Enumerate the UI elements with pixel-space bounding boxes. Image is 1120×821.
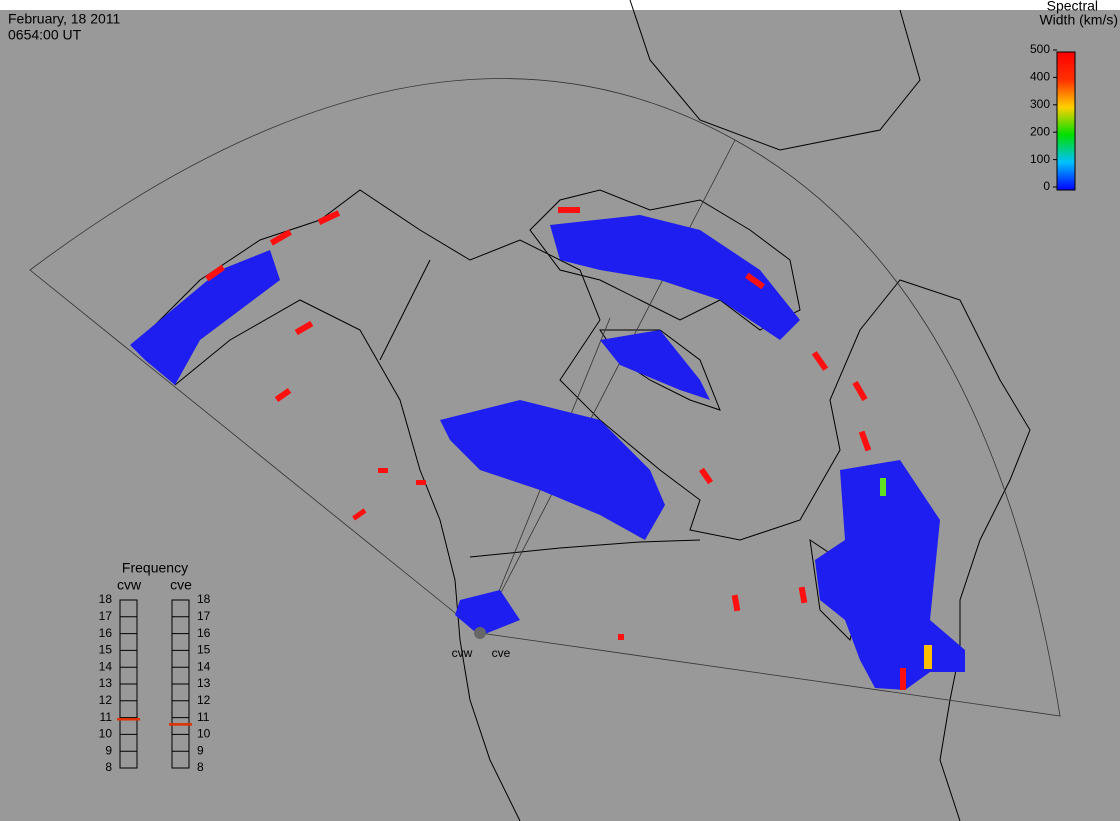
scatter-highlights — [205, 207, 906, 690]
frequency-tick-label: 14 — [197, 659, 211, 673]
time-label: 0654:00 UT — [8, 27, 82, 43]
frequency-radar-name: cvw — [117, 577, 142, 593]
frequency-tick-label: 15 — [197, 643, 211, 657]
colorbar-tick-label: 400 — [1030, 70, 1050, 84]
frequency-tick-label: 17 — [197, 609, 211, 623]
radar-site — [474, 627, 486, 639]
frequency-tick-label: 16 — [99, 626, 113, 640]
frequency-tick-label: 10 — [197, 727, 211, 741]
colorbar-tick-label: 500 — [1030, 42, 1050, 56]
date-label: February, 18 2011 — [8, 11, 121, 27]
frequency-tick-label: 9 — [105, 743, 112, 757]
colorbar-title: Width (km/s) — [1039, 12, 1118, 28]
colorbar-title: Spectral — [1047, 0, 1098, 14]
frequency-tick-label: 8 — [197, 760, 204, 774]
frequency-tick-label: 9 — [197, 743, 204, 757]
frequency-tick-label: 18 — [99, 592, 113, 606]
colorbar: Spectral Width (km/s) — [1039, 0, 1118, 191]
coastlines — [139, 0, 1031, 821]
colorbar-tick-label: 200 — [1030, 124, 1050, 138]
frequency-tick-label: 17 — [99, 609, 113, 623]
frequency-tick-label: 18 — [197, 592, 211, 606]
frequency-tick-label: 14 — [99, 659, 113, 673]
frequency-tick-label: 12 — [99, 693, 113, 707]
frequency-radar-name: cve — [170, 577, 192, 593]
frequency-tick-label: 15 — [99, 643, 113, 657]
station-label: cvw — [452, 646, 473, 660]
colorbar-scale — [1056, 51, 1076, 191]
scatter-highlight — [880, 478, 886, 496]
frequency-tick-label: 10 — [99, 727, 113, 741]
frequency-title: Frequency — [122, 560, 188, 576]
colorbar-tick-label: 0 — [1043, 179, 1050, 193]
frequency-tick-label: 12 — [197, 693, 211, 707]
colorbar-tick-label: 100 — [1030, 152, 1050, 166]
frequency-tick-label: 13 — [197, 676, 211, 690]
station-label: cve — [492, 646, 511, 660]
scatter-cells — [130, 215, 965, 690]
frequency-tick-label: 11 — [100, 710, 113, 724]
frequency-tick-label: 16 — [197, 626, 211, 640]
top-margin — [0, 0, 1120, 10]
frequency-tick-label: 11 — [197, 710, 210, 724]
frequency-tick-label: 8 — [105, 760, 112, 774]
frequency-tick-label: 13 — [99, 676, 113, 690]
colorbar-tick-label: 300 — [1030, 97, 1050, 111]
scatter-highlight — [924, 645, 932, 669]
